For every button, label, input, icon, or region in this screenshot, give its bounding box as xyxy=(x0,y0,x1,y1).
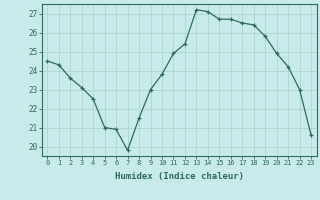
X-axis label: Humidex (Indice chaleur): Humidex (Indice chaleur) xyxy=(115,172,244,181)
